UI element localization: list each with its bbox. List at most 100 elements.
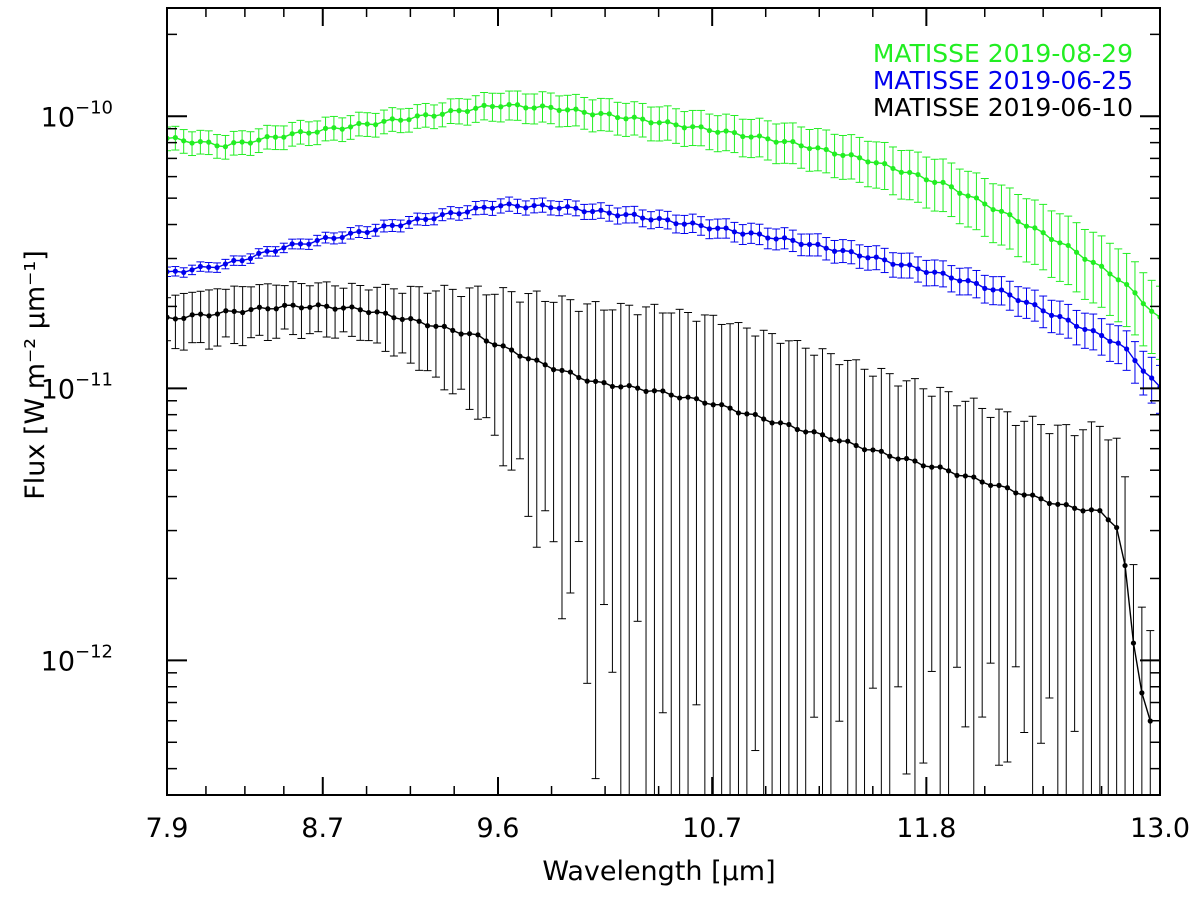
data-point [281,134,287,140]
data-point [1140,301,1146,307]
data-point [773,139,779,145]
data-point [756,133,763,139]
data-point [357,307,363,313]
data-point [998,208,1005,214]
data-point [761,416,767,422]
data-point [606,111,612,117]
data-point [523,105,529,111]
data-point [1007,212,1013,218]
data-point [665,217,671,223]
data-point [648,217,654,223]
data-point [690,124,696,130]
data-point [651,388,658,394]
data-point [798,143,804,149]
data-point [1097,508,1103,514]
data-point [681,125,687,131]
data-point [982,285,988,291]
data-point [990,287,996,293]
data-point [206,313,212,319]
data-point [744,411,750,417]
data-point [973,195,980,201]
x-tick-label: 8.7 [301,813,344,844]
data-point [589,208,596,215]
data-point [623,116,629,122]
data-point [845,438,851,444]
data-point [1004,485,1010,491]
data-point [1124,346,1130,352]
data-point [940,270,946,276]
y-tick-label: 10−12 [41,641,113,677]
data-point [481,102,487,108]
data-point [996,482,1002,488]
data-point [439,211,445,218]
data-point [389,222,395,229]
data-point [1115,340,1121,346]
data-point [525,356,531,362]
data-point [965,278,971,284]
data-point [1132,357,1138,364]
data-point [882,257,888,263]
data-point [1132,290,1138,296]
data-point [719,402,725,408]
data-point [273,306,279,312]
data-point [1032,302,1038,308]
data-point [1082,256,1088,262]
x-tick-label: 11.8 [896,813,956,844]
data-point [197,263,203,270]
data-point [1114,524,1120,531]
data-point [609,383,616,390]
data-point [598,207,604,213]
data-point [423,216,429,222]
data-point [231,308,237,314]
data-point [231,257,237,264]
data-point [322,125,329,132]
data-point [347,124,354,130]
data-point [534,357,540,363]
data-point [773,236,779,242]
data-point [643,388,649,395]
data-point [727,405,733,411]
data-point [282,302,288,308]
data-point [693,396,700,402]
data-point [731,129,738,136]
data-point [673,122,679,128]
x-tick-label: 10.7 [682,813,742,844]
data-point [381,223,387,229]
series-group [167,90,1160,795]
data-point [576,374,582,381]
data-point [214,143,220,149]
data-point [1072,505,1078,511]
data-point [1105,517,1111,523]
data-point [1007,292,1013,298]
data-point [1032,225,1038,231]
data-point [559,367,565,374]
data-point [473,205,479,211]
data-point [685,394,691,400]
data-point [247,255,254,262]
data-point [272,134,279,140]
data-point [581,109,587,115]
data-point [1073,249,1080,255]
data-point [912,458,918,464]
data-point [828,437,834,443]
data-point [706,127,712,134]
data-point [240,309,246,316]
data-point [322,234,329,241]
data-point [189,312,195,318]
data-point [690,220,696,226]
data-point [340,305,347,311]
data-point [256,304,263,310]
data-point [1107,271,1113,277]
data-point [790,138,796,145]
data-point [523,205,529,211]
data-point [1038,496,1044,502]
data-point [840,152,846,158]
data-point [1107,338,1113,344]
data-point [623,211,629,218]
data-point [500,343,506,349]
data-point [1098,332,1105,339]
data-point [464,209,471,215]
data-point [615,114,621,121]
data-point [626,383,632,389]
